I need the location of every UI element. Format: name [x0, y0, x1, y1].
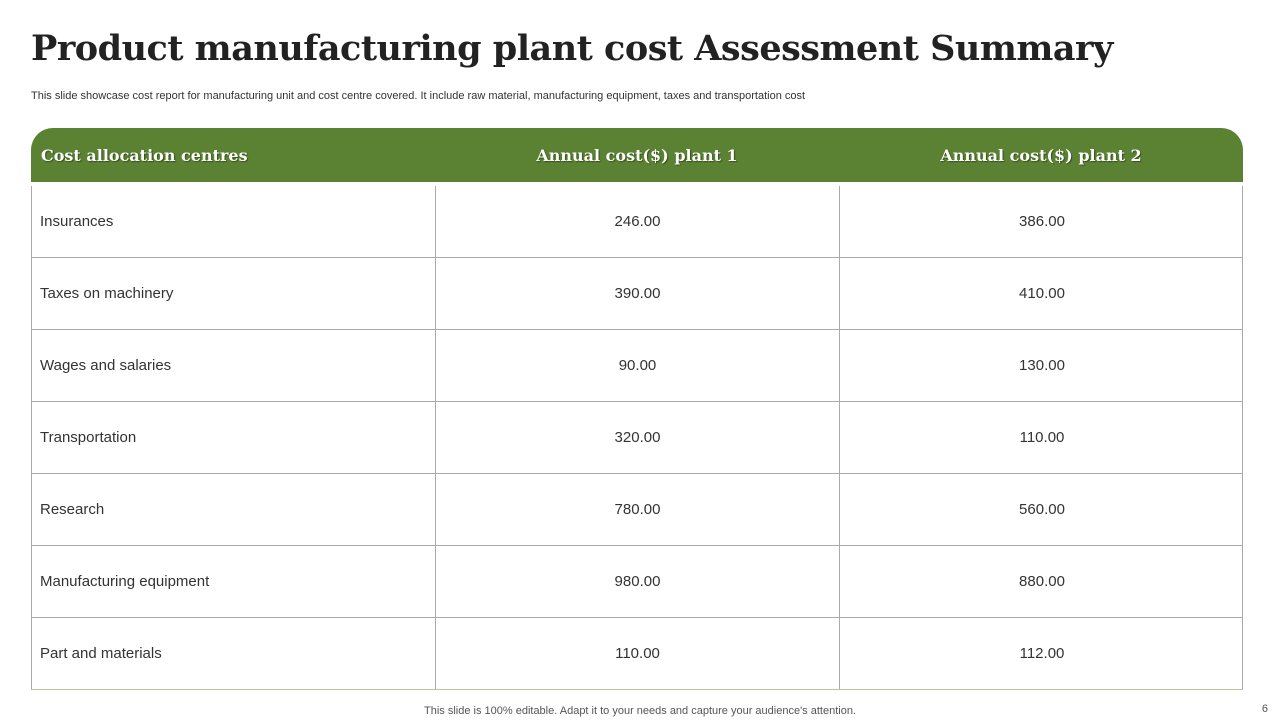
plant-2-cell: 880.00 — [1019, 573, 1065, 590]
table-row: Manufacturing equipment 980.00 880.00 — [32, 546, 1242, 618]
page-subtitle: This slide showcase cost report for manu… — [31, 90, 806, 102]
cost-table: Cost allocation centres Annual cost($) p… — [31, 128, 1243, 690]
table-header: Cost allocation centres Annual cost($) p… — [31, 128, 1243, 182]
cost-centre-cell: Taxes on machinery — [32, 258, 436, 329]
plant-1-cell: 246.00 — [436, 186, 840, 257]
footer-note: This slide is 100% editable. Adapt it to… — [424, 705, 856, 717]
plant-2-cell: 386.00 — [1019, 213, 1065, 230]
plant-1-cell: 90.00 — [436, 330, 840, 401]
cost-centre-cell: Wages and salaries — [32, 330, 436, 401]
plant-2-cell: 130.00 — [1019, 357, 1065, 374]
table-row: Part and materials 110.00 112.00 — [32, 618, 1242, 689]
cost-centre-cell: Insurances — [32, 186, 436, 257]
table-row: Wages and salaries 90.00 130.00 — [32, 330, 1242, 402]
cost-centre-cell: Manufacturing equipment — [32, 546, 436, 617]
plant-1-cell: 110.00 — [436, 618, 840, 689]
page-number: 6 — [1261, 703, 1268, 715]
header-cost-centre: Cost allocation centres — [41, 145, 248, 165]
header-plant-1: Annual cost($) plant 1 — [536, 145, 738, 165]
plant-2-cell: 410.00 — [1019, 285, 1065, 302]
table-row: Taxes on machinery 390.00 410.00 — [32, 258, 1242, 330]
page-title: Product manufacturing plant cost Assessm… — [31, 28, 1113, 69]
plant-1-cell: 780.00 — [436, 474, 840, 545]
plant-2-cell: 112.00 — [1019, 645, 1065, 662]
plant-2-cell: 110.00 — [1019, 429, 1065, 446]
table-row: Transportation 320.00 110.00 — [32, 402, 1242, 474]
header-plant-2: Annual cost($) plant 2 — [940, 145, 1142, 165]
cost-centre-cell: Transportation — [32, 402, 436, 473]
table-row: Research 780.00 560.00 — [32, 474, 1242, 546]
cost-centre-cell: Part and materials — [32, 618, 436, 689]
table-body: Insurances 246.00 386.00 Taxes on machinery… — [31, 186, 1243, 690]
cost-centre-cell: Research — [32, 474, 436, 545]
table-row: Insurances 246.00 386.00 — [32, 186, 1242, 258]
plant-1-cell: 390.00 — [436, 258, 840, 329]
plant-1-cell: 980.00 — [436, 546, 840, 617]
plant-2-cell: 560.00 — [1019, 501, 1065, 518]
plant-1-cell: 320.00 — [436, 402, 840, 473]
